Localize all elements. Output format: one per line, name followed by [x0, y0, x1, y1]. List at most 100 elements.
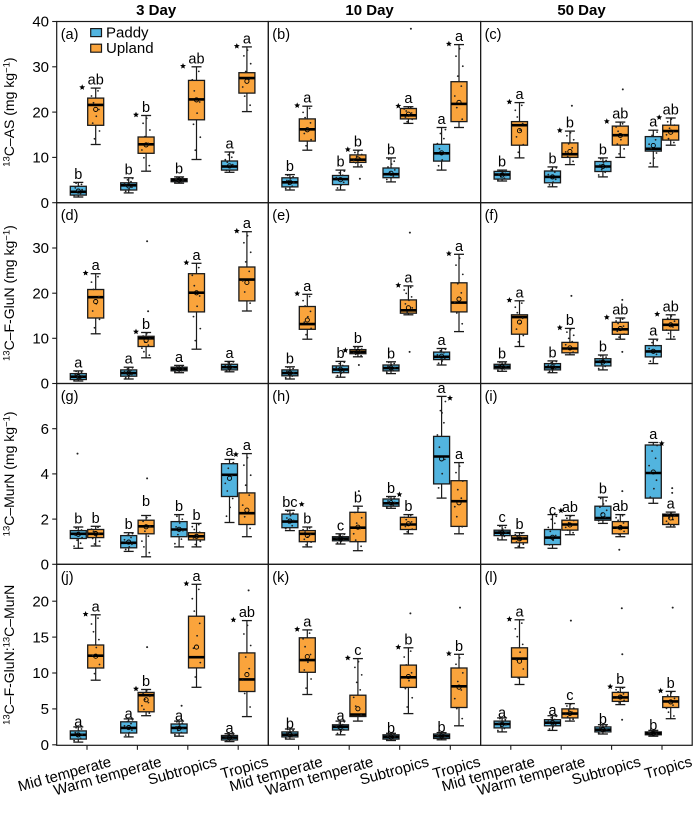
svg-text:(h): (h) [272, 389, 290, 405]
svg-text:b: b [649, 718, 657, 734]
svg-text:a: a [515, 604, 524, 620]
svg-text:0: 0 [41, 557, 49, 574]
svg-text:30: 30 [32, 59, 49, 76]
svg-text:a: a [455, 239, 464, 255]
svg-text:0: 0 [41, 376, 49, 393]
svg-text:a: a [515, 285, 524, 301]
svg-text:b: b [125, 162, 133, 178]
svg-text:b: b [387, 142, 395, 158]
svg-text:a: a [667, 497, 676, 513]
svg-text:b: b [438, 720, 446, 736]
svg-text:5: 5 [41, 701, 49, 718]
svg-text:b: b [599, 482, 607, 498]
svg-text:a: a [455, 29, 464, 45]
svg-text:b: b [616, 672, 624, 688]
svg-text:b: b [599, 142, 607, 158]
svg-text:b: b [336, 346, 344, 362]
svg-text:b: b [354, 491, 362, 507]
svg-text:b: b [599, 712, 607, 728]
svg-text:b: b [175, 161, 183, 177]
svg-text:20: 20 [32, 593, 49, 610]
svg-text:(l): (l) [485, 570, 498, 586]
svg-text:b: b [354, 135, 362, 151]
svg-text:2: 2 [41, 511, 49, 528]
svg-text:a: a [243, 438, 252, 454]
svg-text:6: 6 [41, 421, 49, 438]
svg-text:b: b [667, 676, 675, 692]
svg-text:15: 15 [32, 629, 49, 646]
svg-text:a: a [438, 112, 447, 128]
svg-text:a: a [225, 137, 234, 153]
svg-text:30: 30 [32, 240, 49, 257]
svg-text:ab: ab [663, 299, 679, 315]
svg-text:(k): (k) [272, 570, 289, 586]
svg-text:ab: ab [188, 51, 204, 67]
svg-text:a: a [74, 355, 83, 371]
svg-text:20: 20 [32, 285, 49, 302]
svg-text:0: 0 [41, 195, 49, 212]
svg-text:a: a [303, 614, 312, 630]
svg-text:b: b [548, 345, 556, 361]
svg-text:b: b [74, 167, 82, 183]
svg-text:Paddy: Paddy [106, 25, 149, 42]
svg-text:b: b [599, 340, 607, 356]
svg-text:b: b [286, 159, 294, 175]
svg-text:a: a [649, 115, 658, 131]
svg-text:a: a [303, 91, 312, 107]
svg-text:13C–F-GluN:13C–MurN: 13C–F-GluN:13C–MurN [1, 585, 17, 725]
svg-text:b: b [336, 155, 344, 171]
svg-text:a: a [225, 444, 234, 460]
svg-text:b: b [286, 717, 294, 733]
svg-text:a: a [438, 381, 447, 397]
svg-text:(d): (d) [61, 208, 79, 224]
svg-text:ab: ab [612, 107, 628, 123]
svg-text:a: a [225, 346, 234, 362]
svg-text:b: b [404, 499, 412, 515]
svg-text:c: c [498, 510, 505, 526]
svg-text:a: a [404, 270, 413, 286]
svg-text:20: 20 [32, 104, 49, 121]
svg-text:b: b [142, 100, 150, 116]
svg-text:a: a [192, 569, 201, 585]
svg-text:0: 0 [41, 737, 49, 754]
svg-text:b: b [566, 116, 574, 132]
svg-text:3 Day: 3 Day [136, 2, 177, 19]
svg-text:(j): (j) [61, 570, 74, 586]
svg-text:c: c [549, 503, 556, 519]
svg-text:a: a [225, 721, 234, 737]
svg-text:10 Day: 10 Day [345, 2, 394, 19]
svg-text:a: a [649, 427, 658, 443]
svg-text:(c): (c) [485, 27, 502, 43]
svg-text:a: a [498, 705, 507, 721]
svg-text:b: b [175, 499, 183, 515]
svg-text:b: b [566, 313, 574, 329]
svg-text:(b): (b) [272, 27, 290, 43]
svg-text:a: a [649, 324, 658, 340]
svg-text:b: b [354, 331, 362, 347]
svg-text:b: b [142, 494, 150, 510]
svg-text:a: a [303, 279, 312, 295]
svg-text:(i): (i) [485, 389, 498, 405]
svg-text:40: 40 [32, 14, 49, 31]
svg-text:a: a [125, 706, 134, 722]
svg-text:ab: ab [663, 103, 679, 119]
svg-text:(g): (g) [61, 389, 79, 405]
svg-text:a: a [125, 352, 134, 368]
svg-text:c: c [566, 688, 573, 704]
svg-text:a: a [438, 333, 447, 349]
svg-text:ab: ab [88, 73, 104, 89]
svg-text:b: b [192, 508, 200, 524]
svg-text:b: b [142, 674, 150, 690]
svg-text:a: a [92, 258, 101, 274]
svg-text:(f): (f) [485, 208, 499, 224]
svg-text:b: b [515, 517, 523, 533]
svg-text:b: b [286, 351, 294, 367]
svg-text:50 Day: 50 Day [557, 2, 606, 19]
svg-text:13C–MurN (mg kg−1): 13C–MurN (mg kg−1) [1, 411, 17, 536]
svg-text:bc: bc [282, 495, 297, 511]
svg-text:b: b [303, 512, 311, 528]
svg-text:ab: ab [612, 499, 628, 515]
svg-text:a: a [175, 350, 184, 366]
svg-text:Upland: Upland [106, 40, 154, 57]
svg-text:(a): (a) [61, 27, 79, 43]
